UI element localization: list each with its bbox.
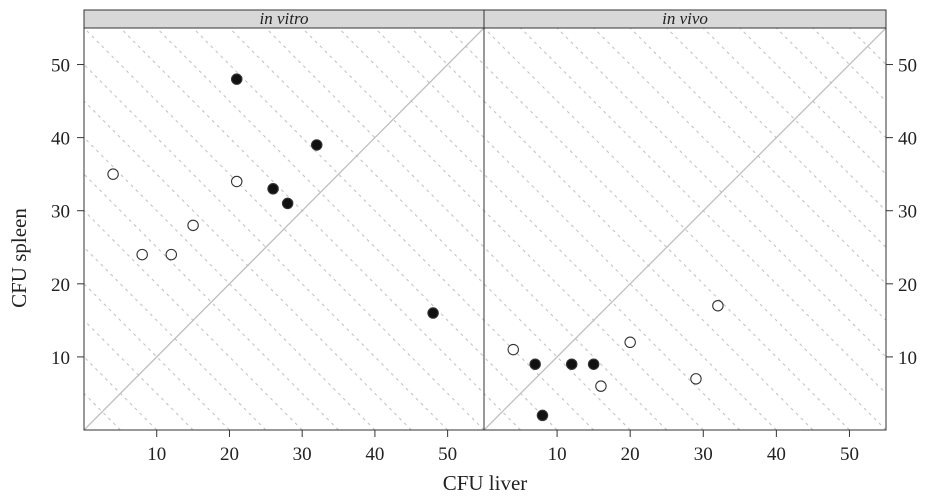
dashed-diagonal-line xyxy=(848,28,886,66)
filled-data-point xyxy=(281,197,294,210)
y-tick-label-right: 30 xyxy=(898,202,917,223)
dashed-diagonal-line xyxy=(84,64,449,430)
filled-data-point xyxy=(536,409,549,422)
open-data-point xyxy=(690,373,702,385)
dashed-diagonal-line xyxy=(155,28,484,358)
y-tick-label-left: 50 xyxy=(51,56,70,77)
dashed-diagonal-line xyxy=(702,28,886,212)
y-tick-label-left: 30 xyxy=(51,202,70,223)
panel-in-vivo xyxy=(484,28,886,430)
x-tick-label: 40 xyxy=(767,444,786,465)
dashed-diagonal-line xyxy=(775,28,886,139)
filled-data-point xyxy=(529,358,541,370)
dashed-diagonal-line xyxy=(484,137,777,430)
y-axis-label: CFU spleen xyxy=(7,208,31,308)
identity-line xyxy=(484,28,886,430)
x-tick-label: 50 xyxy=(840,444,859,465)
identity-line xyxy=(84,28,484,430)
x-tick-label: 20 xyxy=(621,444,640,465)
filled-data-point xyxy=(427,307,439,319)
dashed-diagonal-line xyxy=(446,28,484,66)
dashed-diagonal-line xyxy=(812,28,886,102)
dashed-diagonal-line xyxy=(484,393,521,430)
x-tick-label: 10 xyxy=(548,444,567,465)
x-tick-label: 50 xyxy=(438,444,457,465)
dashed-diagonal-line xyxy=(665,28,886,249)
open-data-point xyxy=(187,219,199,232)
dashed-diagonal-line xyxy=(519,28,886,395)
dashed-diagonal-line xyxy=(484,246,668,430)
dashed-diagonal-line xyxy=(629,28,886,285)
dashed-diagonal-line xyxy=(337,28,484,175)
dashed-diagonal-line xyxy=(885,28,886,29)
panel-border-in-vivo xyxy=(483,27,887,431)
x-axis-label: CFU liver xyxy=(443,471,528,495)
filled-data-point xyxy=(267,183,279,195)
y-tick-label-left: 40 xyxy=(51,129,70,150)
x-tick-label: 10 xyxy=(147,444,166,465)
panel-in-vitro xyxy=(84,28,484,430)
filled-data-point xyxy=(310,139,323,151)
dashed-diagonal-line xyxy=(84,137,376,430)
filled-data-point xyxy=(230,73,243,85)
filled-data-point xyxy=(565,358,578,370)
dashed-diagonal-line xyxy=(84,393,121,430)
x-tick-label: 30 xyxy=(293,444,312,465)
open-data-point xyxy=(165,248,178,261)
dashed-diagonal-line xyxy=(739,28,886,175)
open-data-point xyxy=(136,248,148,261)
dashed-diagonal-line xyxy=(301,28,484,212)
filled-data-point xyxy=(587,358,600,370)
y-tick-label-right: 50 xyxy=(898,56,917,77)
dashed-diagonal-line xyxy=(592,28,886,322)
y-tick-label-left: 10 xyxy=(51,348,70,369)
dashed-diagonal-line xyxy=(119,28,484,395)
dashed-diagonal-line xyxy=(556,28,886,358)
y-tick-label-right: 10 xyxy=(898,348,917,369)
dashed-diagonal-line xyxy=(484,64,850,430)
x-tick-label: 20 xyxy=(220,444,239,465)
dashed-diagonal-line xyxy=(265,28,484,249)
open-data-point xyxy=(595,380,607,392)
dashed-diagonal-line xyxy=(484,173,741,430)
open-data-point xyxy=(507,343,519,356)
x-tick-label: 40 xyxy=(365,444,384,465)
strip-label-in-vivo: in vivo xyxy=(662,9,708,28)
open-data-point xyxy=(624,336,636,349)
x-tick-label: 30 xyxy=(694,444,713,465)
strip-label-in-vitro: in vitro xyxy=(260,9,309,28)
open-data-point xyxy=(230,175,243,188)
open-data-point xyxy=(712,299,724,312)
y-tick-label-right: 20 xyxy=(898,275,917,296)
y-tick-label-right: 40 xyxy=(898,129,917,150)
y-tick-label-left: 20 xyxy=(51,275,70,296)
open-data-point xyxy=(107,168,119,180)
